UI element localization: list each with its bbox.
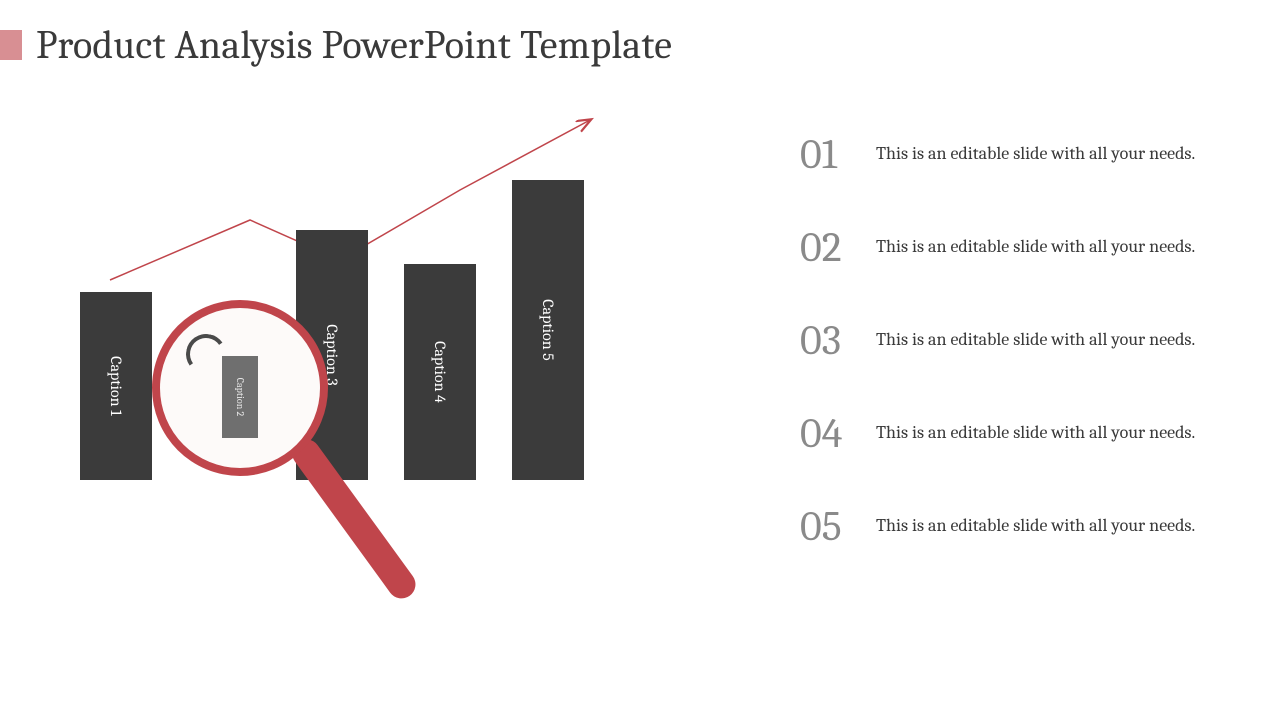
bar-chart: Caption 1 Caption 3 Caption 4 Caption 5 … — [80, 150, 640, 600]
magnifier-ring: Caption 2 — [152, 300, 328, 476]
bar-5: Caption 5 — [512, 180, 584, 480]
list-num: 01 — [800, 130, 876, 179]
list-desc: This is an editable slide with all your … — [876, 142, 1195, 166]
list-item: 02 This is an editable slide with all yo… — [800, 223, 1230, 272]
list-num: 04 — [800, 409, 876, 458]
title-row: Product Analysis PowerPoint Template — [0, 22, 672, 68]
list-desc: This is an editable slide with all your … — [876, 235, 1195, 259]
numbered-list: 01 This is an editable slide with all yo… — [800, 130, 1230, 595]
bar-4: Caption 4 — [404, 264, 476, 480]
bar-label: Caption 2 — [234, 378, 246, 416]
list-item: 03 This is an editable slide with all yo… — [800, 316, 1230, 365]
list-desc: This is an editable slide with all your … — [876, 328, 1195, 352]
list-desc: This is an editable slide with all your … — [876, 514, 1195, 538]
page-title: Product Analysis PowerPoint Template — [36, 22, 672, 68]
title-accent — [0, 30, 22, 60]
slide: Product Analysis PowerPoint Template Cap… — [0, 0, 1280, 720]
bar-label: Caption 1 — [107, 356, 125, 416]
list-desc: This is an editable slide with all your … — [876, 421, 1195, 445]
bar-label: Caption 4 — [431, 341, 449, 403]
magnifier-lens: Caption 2 — [160, 308, 320, 468]
list-item: 04 This is an editable slide with all yo… — [800, 409, 1230, 458]
list-item: 01 This is an editable slide with all yo… — [800, 130, 1230, 179]
bar-2-magnified: Caption 2 — [222, 356, 258, 438]
list-num: 05 — [800, 502, 876, 551]
bar-label: Caption 5 — [539, 299, 557, 361]
list-num: 02 — [800, 223, 876, 272]
list-num: 03 — [800, 316, 876, 365]
list-item: 05 This is an editable slide with all yo… — [800, 502, 1230, 551]
bar-1: Caption 1 — [80, 292, 152, 480]
